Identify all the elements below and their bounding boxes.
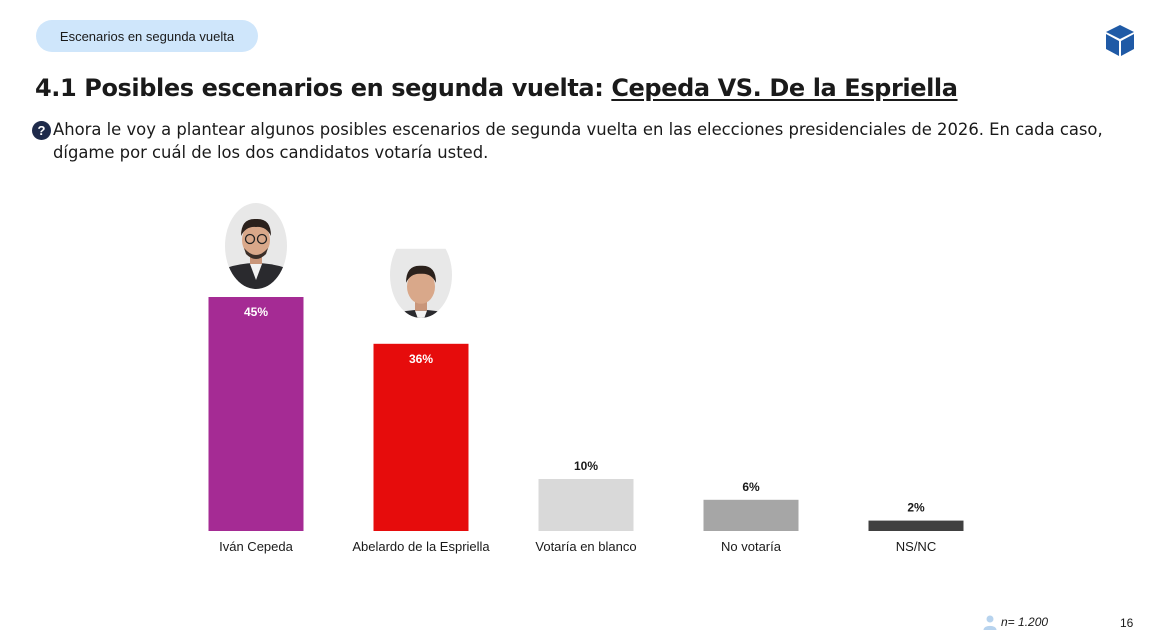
bar-value-label-2: 10% — [574, 459, 598, 473]
question-mark-icon: ? — [32, 121, 51, 140]
bar-1 — [373, 343, 469, 531]
cube-logo-icon — [1106, 25, 1134, 56]
bar-value-label-0: 45% — [244, 305, 268, 319]
person-icon — [983, 615, 997, 630]
category-label-1: Abelardo de la Espriella — [352, 539, 490, 554]
page-number: 16 — [1120, 616, 1134, 630]
category-label-2: Votaría en blanco — [535, 539, 636, 554]
bar-value-label-3: 6% — [742, 480, 760, 494]
bar-0 — [208, 297, 304, 531]
bar-4 — [868, 520, 964, 531]
section-pill-label: Escenarios en segunda vuelta — [59, 28, 235, 44]
page-title-matchup: Cepeda VS. De la Espriella — [611, 74, 958, 102]
sample-size-label: n= 1.200 — [1001, 615, 1049, 629]
bar-2 — [538, 479, 634, 531]
sample-size: n= 1.200 — [982, 614, 1048, 630]
candidate-photo-abelardo-de-la-espriella — [390, 248, 452, 318]
section-pill: Escenarios en segunda vuelta — [36, 20, 258, 52]
bar-3 — [703, 499, 799, 531]
category-label-0: Iván Cepeda — [219, 539, 293, 554]
bar-value-label-4: 2% — [907, 501, 925, 515]
page-title-prefix: 4.1 Posibles escenarios en segunda vuelt… — [35, 74, 612, 102]
survey-question: Ahora le voy a plantear algunos posibles… — [53, 120, 1103, 162]
bar-value-label-1: 36% — [409, 352, 433, 366]
candidate-photo-ivan-cepeda — [225, 203, 287, 289]
category-label-3: No votaría — [721, 539, 782, 554]
category-label-4: NS/NC — [896, 539, 936, 554]
page-title: 4.1 Posibles escenarios en segunda vuelt… — [35, 74, 958, 102]
